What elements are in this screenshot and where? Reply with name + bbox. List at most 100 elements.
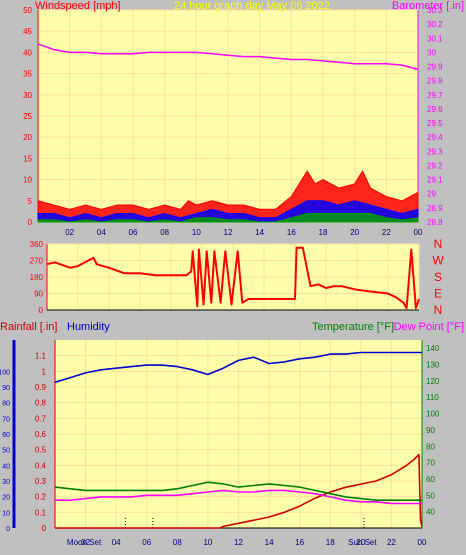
climate-x-tick-label: 14 bbox=[265, 538, 274, 547]
humidity-tick-label: 0 bbox=[6, 526, 10, 533]
barometer-tick-label: 28.9 bbox=[427, 204, 443, 213]
wind-x-tick-label: 04 bbox=[97, 228, 106, 237]
wind-x-tick-label: 02 bbox=[65, 228, 74, 237]
direction-tick-label: 90 bbox=[34, 290, 43, 299]
climate-x-tick-label: 02 bbox=[81, 538, 90, 547]
humidity-tick-label: 50 bbox=[2, 448, 10, 455]
direction-compass-label: N bbox=[434, 303, 443, 317]
rainfall-tick-label: 0.6 bbox=[35, 430, 47, 439]
climate-dew-series-line bbox=[55, 489, 422, 505]
wind-x-tick-label: 08 bbox=[160, 228, 169, 237]
dewpoint-label: Dew Point [°F] bbox=[394, 321, 464, 333]
direction-compass-label: E bbox=[434, 287, 442, 301]
wind-x-tick-label: 18 bbox=[319, 228, 328, 237]
barometer-tick-label: 29.6 bbox=[427, 105, 443, 114]
barometer-tick-label: 29.5 bbox=[427, 119, 443, 128]
rainfall-tick-label: 1.1 bbox=[35, 352, 47, 361]
wind-x-tick-label: 06 bbox=[129, 228, 138, 237]
humidity-tick-label: 40 bbox=[2, 463, 10, 470]
rainfall-label: Rainfall [.in] bbox=[0, 321, 57, 333]
wind-x-tick-label: 20 bbox=[350, 228, 359, 237]
sun-set-label: Sun Set bbox=[348, 538, 377, 547]
wind-low-area bbox=[37, 213, 419, 223]
barometer-tick-label: 30 bbox=[427, 48, 436, 57]
direction-panel-series bbox=[46, 246, 420, 310]
wind-tick-label: 50 bbox=[23, 6, 32, 15]
humidity-tick-label: 20 bbox=[2, 495, 10, 502]
humidity-tick-label: 80 bbox=[2, 401, 10, 408]
wind-x-tick-label: 16 bbox=[287, 228, 296, 237]
temperature-tick-label: 110 bbox=[426, 393, 439, 402]
temperature-tick-label: 90 bbox=[426, 426, 435, 435]
barometer-label: Barometer [.in] bbox=[392, 0, 464, 12]
rainfall-tick-label: 0.3 bbox=[35, 477, 47, 486]
temperature-tick-label: 140 bbox=[426, 344, 440, 353]
temperature-tick-label: 40 bbox=[426, 508, 435, 517]
rainfall-tick-label: 0.5 bbox=[35, 446, 47, 455]
rainfall-tick-label: 0.7 bbox=[35, 414, 47, 423]
windspeed-label: Windspeed [mph] bbox=[35, 0, 121, 12]
climate-x-tick-label: 04 bbox=[112, 538, 121, 547]
direction-compass-label: N bbox=[434, 237, 443, 251]
temperature-tick-label: 50 bbox=[426, 491, 435, 500]
direction-compass-label: S bbox=[434, 270, 442, 284]
humidity-tick-label: 30 bbox=[2, 479, 10, 486]
humidity-tick-label: 100 bbox=[0, 369, 10, 376]
rainfall-tick-label: 0.2 bbox=[35, 493, 47, 502]
humidity-tick-label: 10 bbox=[2, 510, 10, 517]
barometer-tick-label: 29.3 bbox=[427, 147, 443, 156]
climate-panel-axes: 0 0.1 0.2 0.3 0.4 0.5 0.6 0.7 0.8 0.9 1 1.1 0 10 20 30 4… bbox=[0, 340, 440, 547]
climate-x-tick-label: 06 bbox=[142, 538, 151, 547]
direction-compass-label: W bbox=[432, 254, 444, 268]
barometer-tick-label: 30.2 bbox=[427, 20, 443, 29]
temperature-tick-label: 130 bbox=[426, 361, 440, 370]
barometer-tick-label: 29.9 bbox=[427, 63, 443, 72]
wind-tick-label: 25 bbox=[23, 112, 32, 121]
climate-x-tick-label: 16 bbox=[295, 538, 304, 547]
barometer-tick-label: 29.1 bbox=[427, 176, 443, 185]
barometer-tick-label: 28.8 bbox=[427, 218, 443, 227]
direction-tick-label: 180 bbox=[30, 273, 44, 282]
wind-tick-label: 15 bbox=[23, 154, 32, 163]
direction-tick-label: 270 bbox=[30, 257, 44, 266]
temperature-label: Temperature [°F] bbox=[312, 321, 394, 333]
direction-tick-label: 0 bbox=[39, 306, 44, 315]
temperature-tick-label: 60 bbox=[426, 475, 435, 484]
humidity-tick-label: 90 bbox=[2, 385, 10, 392]
rainfall-tick-label: 0.9 bbox=[35, 383, 47, 392]
climate-x-tick-label: 12 bbox=[234, 538, 243, 547]
humidity-tick-label: 60 bbox=[2, 432, 10, 439]
wind-tick-label: 10 bbox=[23, 176, 32, 185]
climate-x-tick-label: 10 bbox=[203, 538, 212, 547]
wind-x-tick-label: 10 bbox=[192, 228, 201, 237]
barometer-tick-label: 29.4 bbox=[427, 133, 443, 142]
wind-tick-label: 0 bbox=[28, 218, 33, 227]
wind-x-tick-label: 00 bbox=[414, 228, 423, 237]
direction-series-line bbox=[46, 246, 420, 310]
humidity-tick-label: 70 bbox=[2, 416, 10, 423]
graph-title: 24 hour graph day May 06 2022 bbox=[174, 0, 330, 12]
rainfall-tick-label: 0 bbox=[42, 524, 47, 533]
wind-tick-label: 45 bbox=[23, 27, 32, 36]
wind-tick-label: 40 bbox=[23, 48, 32, 57]
wind-tick-label: 20 bbox=[23, 133, 32, 142]
humidity-label: Humidity bbox=[67, 321, 110, 333]
temperature-tick-label: 70 bbox=[426, 459, 435, 468]
wind-tick-label: 30 bbox=[23, 91, 32, 100]
climate-temperature-series-line bbox=[54, 481, 422, 502]
wind-tick-label: 5 bbox=[28, 197, 33, 206]
rainfall-tick-label: 0.4 bbox=[35, 461, 47, 470]
barometer-tick-label: 29 bbox=[427, 190, 436, 199]
wind-x-tick-label: 22 bbox=[382, 228, 391, 237]
climate-rainfall-series-line bbox=[55, 453, 423, 529]
climate-x-tick-label: 20 bbox=[356, 538, 365, 547]
wind-tick-label: 35 bbox=[23, 70, 32, 79]
temperature-tick-label: 120 bbox=[426, 377, 440, 386]
barometer-tick-label: 29.8 bbox=[427, 77, 443, 86]
rainfall-tick-label: 1 bbox=[42, 367, 47, 376]
barometer-tick-label: 29.2 bbox=[427, 161, 443, 170]
barometer-series-line bbox=[37, 43, 419, 71]
